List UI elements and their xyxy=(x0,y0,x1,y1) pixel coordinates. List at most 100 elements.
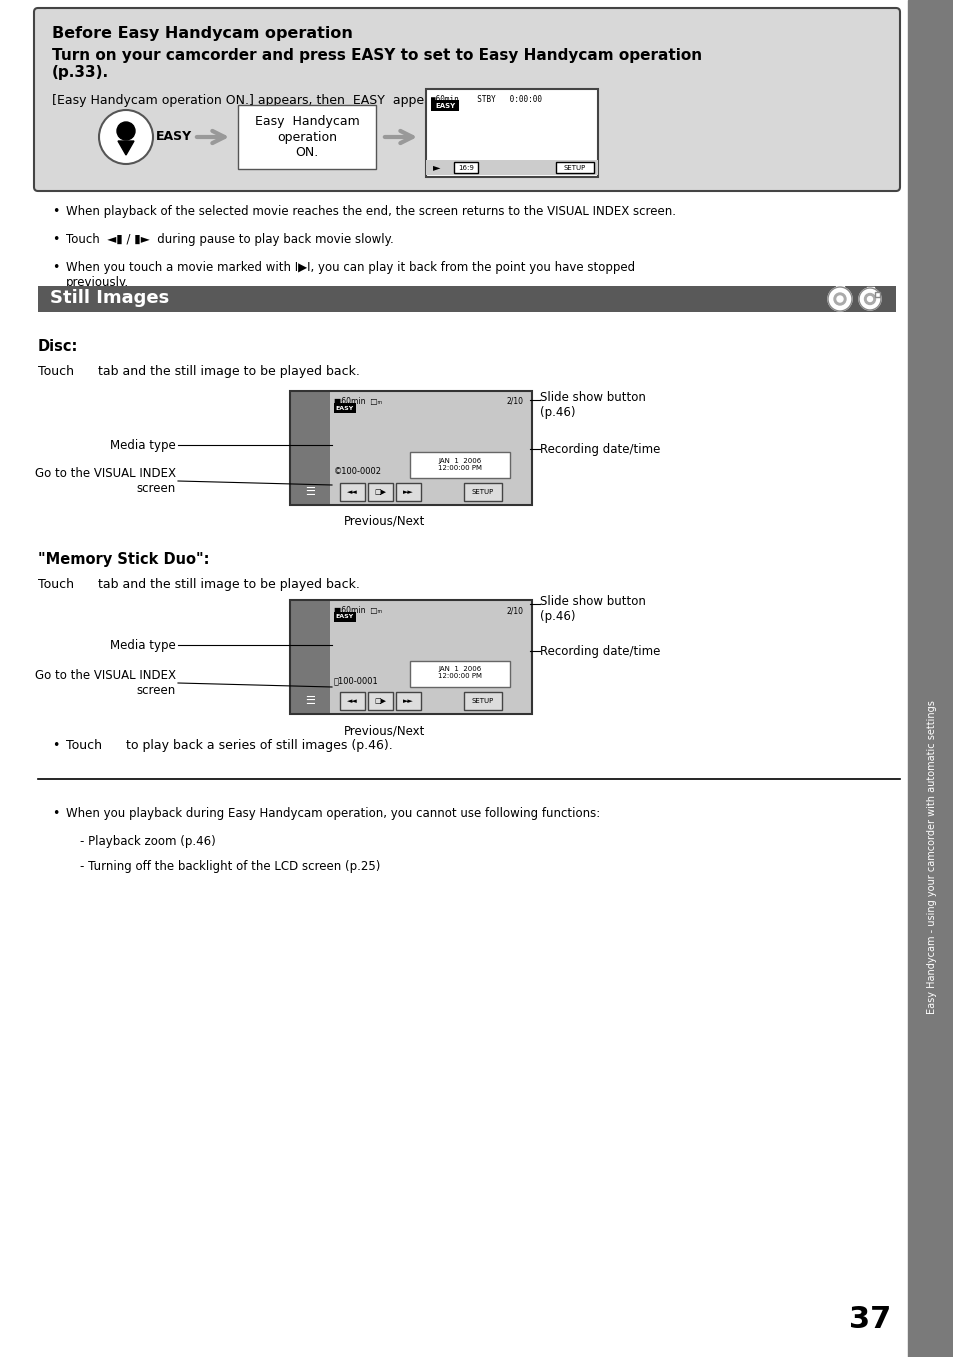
Text: SETUP: SETUP xyxy=(472,697,494,704)
Bar xyxy=(395,483,420,501)
Text: Go to the VISUAL INDEX
screen: Go to the VISUAL INDEX screen xyxy=(35,669,175,697)
Text: •: • xyxy=(52,740,59,752)
Text: •: • xyxy=(52,807,59,820)
Text: Touch      tab and the still image to be played back.: Touch tab and the still image to be play… xyxy=(38,365,359,379)
Text: 2/10: 2/10 xyxy=(506,398,523,406)
Text: •: • xyxy=(52,233,59,246)
Bar xyxy=(339,483,365,501)
Bar xyxy=(410,661,510,687)
Bar xyxy=(835,286,843,290)
Text: [Easy Handycam operation ON.] appears, then  EASY  appears on the LCD screen.: [Easy Handycam operation ON.] appears, t… xyxy=(52,94,566,107)
Bar xyxy=(290,391,330,505)
Circle shape xyxy=(836,296,842,303)
Text: ☰: ☰ xyxy=(305,696,314,706)
Bar xyxy=(334,612,355,622)
Text: Previous/Next: Previous/Next xyxy=(344,516,425,528)
Text: Turn on your camcorder and press EASY to set to Easy Handycam operation
(p.33).: Turn on your camcorder and press EASY to… xyxy=(52,47,701,80)
Text: •: • xyxy=(52,205,59,218)
Bar xyxy=(339,692,365,710)
Text: Touch      to play back a series of still images (p.46).: Touch to play back a series of still ima… xyxy=(66,740,393,752)
Text: Media type: Media type xyxy=(111,438,175,452)
Bar xyxy=(410,452,510,478)
FancyBboxPatch shape xyxy=(34,8,899,191)
Text: Slide show button
(p.46): Slide show button (p.46) xyxy=(539,391,645,419)
Bar xyxy=(907,0,953,1357)
Text: When playback of the selected movie reaches the end, the screen returns to the V: When playback of the selected movie reac… xyxy=(66,205,676,218)
Text: ◄◄: ◄◄ xyxy=(347,489,357,495)
Text: Disc:: Disc: xyxy=(38,339,78,354)
Bar xyxy=(866,286,873,290)
Bar xyxy=(290,600,532,714)
Bar xyxy=(426,160,598,175)
Bar xyxy=(237,104,375,170)
Polygon shape xyxy=(118,141,133,155)
Text: 37: 37 xyxy=(848,1304,890,1334)
Text: When you playback during Easy Handycam operation, you cannot use following funct: When you playback during Easy Handycam o… xyxy=(66,807,599,820)
Bar xyxy=(431,100,458,111)
Text: ☰: ☰ xyxy=(305,487,314,497)
Text: □▶: □▶ xyxy=(375,489,386,495)
Circle shape xyxy=(99,110,152,164)
Text: Touch      tab and the still image to be played back.: Touch tab and the still image to be play… xyxy=(38,578,359,592)
Text: JAN  1  2006
12:00:00 PM: JAN 1 2006 12:00:00 PM xyxy=(437,457,481,471)
Bar xyxy=(463,692,501,710)
Bar xyxy=(290,600,330,714)
Text: Still Images: Still Images xyxy=(50,289,169,307)
Text: Recording date/time: Recording date/time xyxy=(539,645,659,658)
Text: •: • xyxy=(52,289,59,303)
Text: - Playback zoom (p.46): - Playback zoom (p.46) xyxy=(80,835,215,848)
Text: Recording date/time: Recording date/time xyxy=(539,442,659,456)
Bar xyxy=(290,391,532,505)
Text: ■60min  □ₘ: ■60min □ₘ xyxy=(334,607,382,615)
Text: EASY: EASY xyxy=(335,615,354,620)
Bar xyxy=(874,292,879,297)
Bar xyxy=(426,90,598,176)
Text: •: • xyxy=(52,261,59,274)
Bar xyxy=(556,161,594,172)
Text: ►: ► xyxy=(433,163,440,172)
Text: "Memory Stick Duo":: "Memory Stick Duo": xyxy=(38,552,210,567)
Bar xyxy=(454,161,477,172)
Text: ⎙100-0001: ⎙100-0001 xyxy=(334,676,378,685)
Text: ©100-0002: ©100-0002 xyxy=(334,467,381,476)
Text: ■60min  □ₘ: ■60min □ₘ xyxy=(334,398,382,406)
Bar xyxy=(463,483,501,501)
Text: SETUP: SETUP xyxy=(472,489,494,495)
Text: JAN  1  2006
12:00:00 PM: JAN 1 2006 12:00:00 PM xyxy=(437,666,481,680)
Text: Touch  ◄▮ / ▮►  during pause to play back movie slowly.: Touch ◄▮ / ▮► during pause to play back … xyxy=(66,233,394,246)
Text: ►►: ►► xyxy=(403,697,414,704)
Circle shape xyxy=(833,293,845,305)
Bar xyxy=(395,692,420,710)
Text: EASY: EASY xyxy=(435,103,455,109)
Bar xyxy=(368,692,393,710)
Bar xyxy=(330,391,532,505)
Circle shape xyxy=(117,122,135,140)
Circle shape xyxy=(866,296,872,301)
Text: Media type: Media type xyxy=(111,639,175,651)
Text: 16:9: 16:9 xyxy=(457,164,474,171)
Bar xyxy=(334,403,355,413)
Text: Touch [SETUP] → [VOLUME], then adjust the volume with  − / + .: Touch [SETUP] → [VOLUME], then adjust th… xyxy=(66,289,446,303)
Text: Easy Handycam - using your camcorder with automatic settings: Easy Handycam - using your camcorder wit… xyxy=(926,700,936,1014)
Text: ►►: ►► xyxy=(403,489,414,495)
Bar xyxy=(330,600,532,714)
Bar xyxy=(368,483,393,501)
Text: - Turning off the backlight of the LCD screen (p.25): - Turning off the backlight of the LCD s… xyxy=(80,860,380,873)
Text: Slide show button
(p.46): Slide show button (p.46) xyxy=(539,594,645,623)
Text: Go to the VISUAL INDEX
screen: Go to the VISUAL INDEX screen xyxy=(35,467,175,495)
Circle shape xyxy=(863,293,875,304)
Text: Before Easy Handycam operation: Before Easy Handycam operation xyxy=(52,26,353,41)
Text: Previous/Next: Previous/Next xyxy=(344,725,425,737)
Circle shape xyxy=(827,286,851,311)
Text: ◄◄: ◄◄ xyxy=(347,697,357,704)
Text: EASY: EASY xyxy=(335,406,354,411)
Text: ■60min    STBY   0:00:00: ■60min STBY 0:00:00 xyxy=(431,95,541,104)
Text: SETUP: SETUP xyxy=(563,164,585,171)
Bar xyxy=(38,286,895,312)
Text: □▶: □▶ xyxy=(375,697,386,704)
Text: EASY: EASY xyxy=(156,130,192,144)
Circle shape xyxy=(858,288,880,309)
Text: Easy  Handycam
operation
ON.: Easy Handycam operation ON. xyxy=(254,115,359,159)
Text: 2/10: 2/10 xyxy=(506,607,523,615)
Text: When you touch a movie marked with I▶I, you can play it back from the point you : When you touch a movie marked with I▶I, … xyxy=(66,261,635,289)
